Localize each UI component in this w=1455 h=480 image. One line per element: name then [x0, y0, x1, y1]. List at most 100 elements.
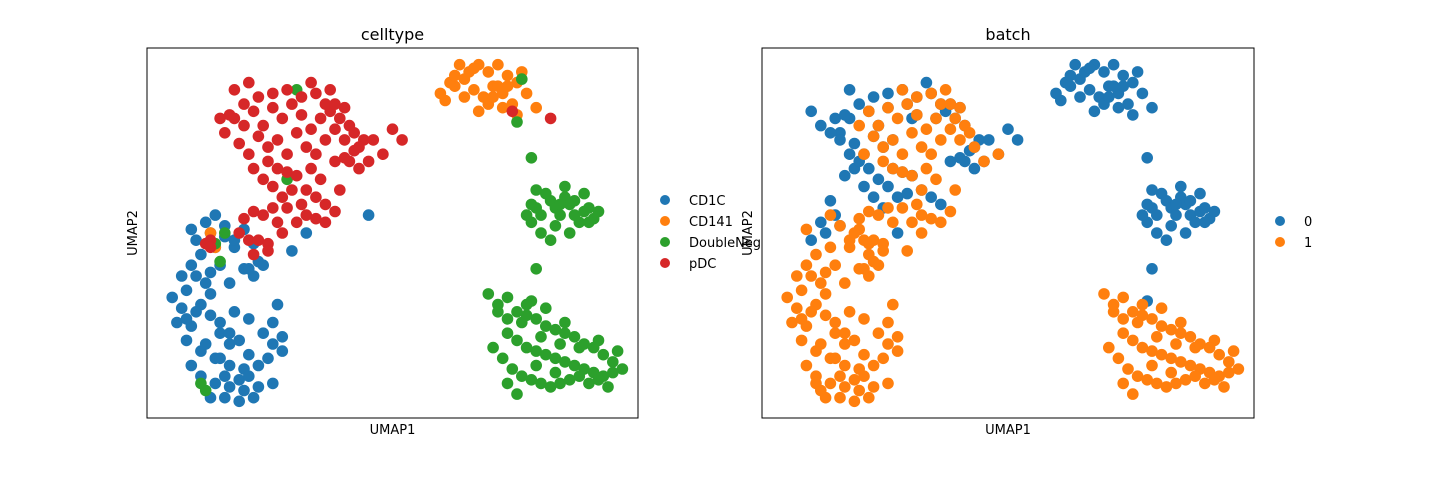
celltype-point-cd1c-53 — [199, 216, 212, 229]
batch-point-1-143 — [1122, 363, 1134, 375]
celltype-point-pdc-56 — [329, 205, 341, 218]
celltype-point-doubleneg-46 — [616, 363, 629, 375]
batch-point-1-39 — [843, 306, 856, 318]
celltype-point-doubleneg-29 — [511, 116, 523, 128]
celltype-point-cd141-27 — [487, 91, 499, 103]
batch-point-1-138 — [1184, 359, 1197, 372]
celltype-point-pdc-34 — [262, 155, 274, 168]
celltype-point-pdc-20 — [310, 148, 322, 160]
batch-point-0-113 — [882, 180, 894, 193]
batch-point-1-128 — [968, 141, 981, 153]
celltype-point-cd1c-5 — [214, 327, 226, 340]
batch-point-0-23 — [1131, 66, 1144, 78]
celltype-point-doubleneg-82 — [492, 306, 504, 318]
batch-point-1-124 — [954, 101, 966, 114]
celltype-point-doubleneg-51 — [540, 348, 552, 361]
batch-point-1-145 — [1141, 374, 1153, 386]
celltype-point-cd1c-74 — [214, 352, 226, 365]
celltype-point-pdc-36 — [281, 166, 293, 178]
celltype-point-cd1c-44 — [257, 327, 270, 340]
batch-point-1-152 — [1208, 374, 1221, 386]
celltype-point-cd141-19 — [468, 62, 480, 75]
celltype-point-pdc-54 — [310, 212, 322, 225]
celltype-point-pdc-86 — [353, 141, 365, 153]
celltype-point-cd1c-63 — [286, 245, 298, 257]
batch-point-1-38 — [829, 316, 841, 329]
celltype-point-cd1c-62 — [271, 298, 284, 311]
batch-point-1-153 — [1218, 381, 1230, 393]
batch-point-0-105 — [954, 152, 966, 164]
batch-point-1-117 — [872, 119, 885, 132]
batch-point-1-53 — [858, 263, 870, 275]
batch-point-1-161 — [1227, 345, 1240, 357]
batch-point-1-97 — [935, 134, 947, 146]
celltype-point-pdc-33 — [338, 101, 351, 114]
batch-point-1-43 — [891, 345, 904, 357]
celltype-point-doubleneg-17 — [563, 227, 576, 239]
celltype-point-cd1c-45 — [267, 338, 279, 350]
celltype-point-doubleneg-79 — [520, 298, 533, 311]
batch-point-1-31 — [882, 377, 894, 390]
celltype-legend: CD1C CD141 DoubleNeg pDC — [660, 194, 761, 272]
batch-point-0-7 — [1069, 58, 1081, 71]
batch-point-1-111 — [901, 98, 913, 110]
batch-point-1-30 — [867, 381, 880, 393]
batch-point-1-147 — [1160, 381, 1173, 393]
batch-point-1-14 — [829, 259, 841, 272]
celltype-point-pdc-67 — [267, 180, 279, 193]
batch-point-1-127 — [959, 119, 971, 132]
batch-point-0-36 — [1170, 209, 1182, 221]
celltype-point-doubleneg-40 — [559, 327, 571, 340]
celltype-point-pdc-15 — [262, 141, 274, 153]
batch-point-1-129 — [978, 155, 990, 168]
celltype-point-cd141-12 — [501, 69, 514, 82]
batch-point-0-29 — [1064, 69, 1077, 82]
batch-point-1-158 — [1170, 338, 1182, 350]
batch-point-1-36 — [800, 359, 813, 372]
batch-point-0-131 — [901, 187, 913, 200]
celltype-point-cd1c-69 — [190, 306, 202, 318]
celltype-point-cd1c-16 — [190, 234, 202, 246]
batch-point-0-46 — [1165, 220, 1177, 232]
celltype-point-pdc-66 — [257, 173, 270, 186]
batch-point-1-176 — [1146, 313, 1158, 325]
celltype-point-doubleneg-20 — [578, 187, 590, 200]
batch-point-1-157 — [1151, 331, 1163, 343]
celltype-point-doubleneg-73 — [535, 331, 547, 343]
batch-point-1-55 — [872, 259, 885, 272]
batch-ylabel: UMAP2 — [741, 210, 756, 256]
celltype-point-pdc-75 — [214, 112, 226, 125]
batch-point-0-54 — [1170, 198, 1182, 211]
batch-point-1-178 — [1165, 323, 1177, 336]
batch-point-1-28 — [839, 381, 851, 393]
celltype-legend-label-pdc: pDC — [689, 257, 716, 272]
batch-points — [781, 58, 1245, 408]
batch-point-1-71 — [810, 377, 822, 390]
batch-point-0-125 — [925, 191, 937, 203]
batch-point-1-154 — [1112, 352, 1125, 365]
celltype-point-doubleneg-53 — [559, 356, 571, 368]
celltype-point-cd1c-31 — [223, 381, 236, 393]
batch-point-0-68 — [848, 137, 861, 150]
batch-point-0-14 — [1136, 87, 1149, 100]
celltype-point-pdc-27 — [267, 87, 279, 100]
celltype-point-pdc-74 — [223, 109, 236, 121]
batch-point-1-106 — [887, 134, 899, 146]
batch-point-1-40 — [858, 313, 870, 325]
batch-point-1-68 — [858, 370, 870, 383]
batch-point-1-125 — [939, 84, 952, 96]
celltype-point-cd141-18 — [472, 105, 485, 118]
batch-point-0-94 — [805, 234, 817, 246]
batch-point-1-11 — [800, 259, 813, 272]
celltype-point-doubleneg-77 — [611, 345, 624, 357]
batch-point-1-155 — [1103, 341, 1115, 354]
celltype-point-doubleneg-41 — [568, 331, 581, 343]
celltype-point-doubleneg-76 — [592, 334, 605, 347]
batch-point-1-4 — [819, 309, 832, 322]
batch-legend-marker-1 — [1275, 237, 1285, 247]
batch-point-1-87 — [863, 205, 875, 218]
batch-point-0-67 — [839, 109, 851, 121]
batch-point-0-80 — [983, 134, 995, 146]
batch-point-1-81 — [925, 212, 937, 225]
